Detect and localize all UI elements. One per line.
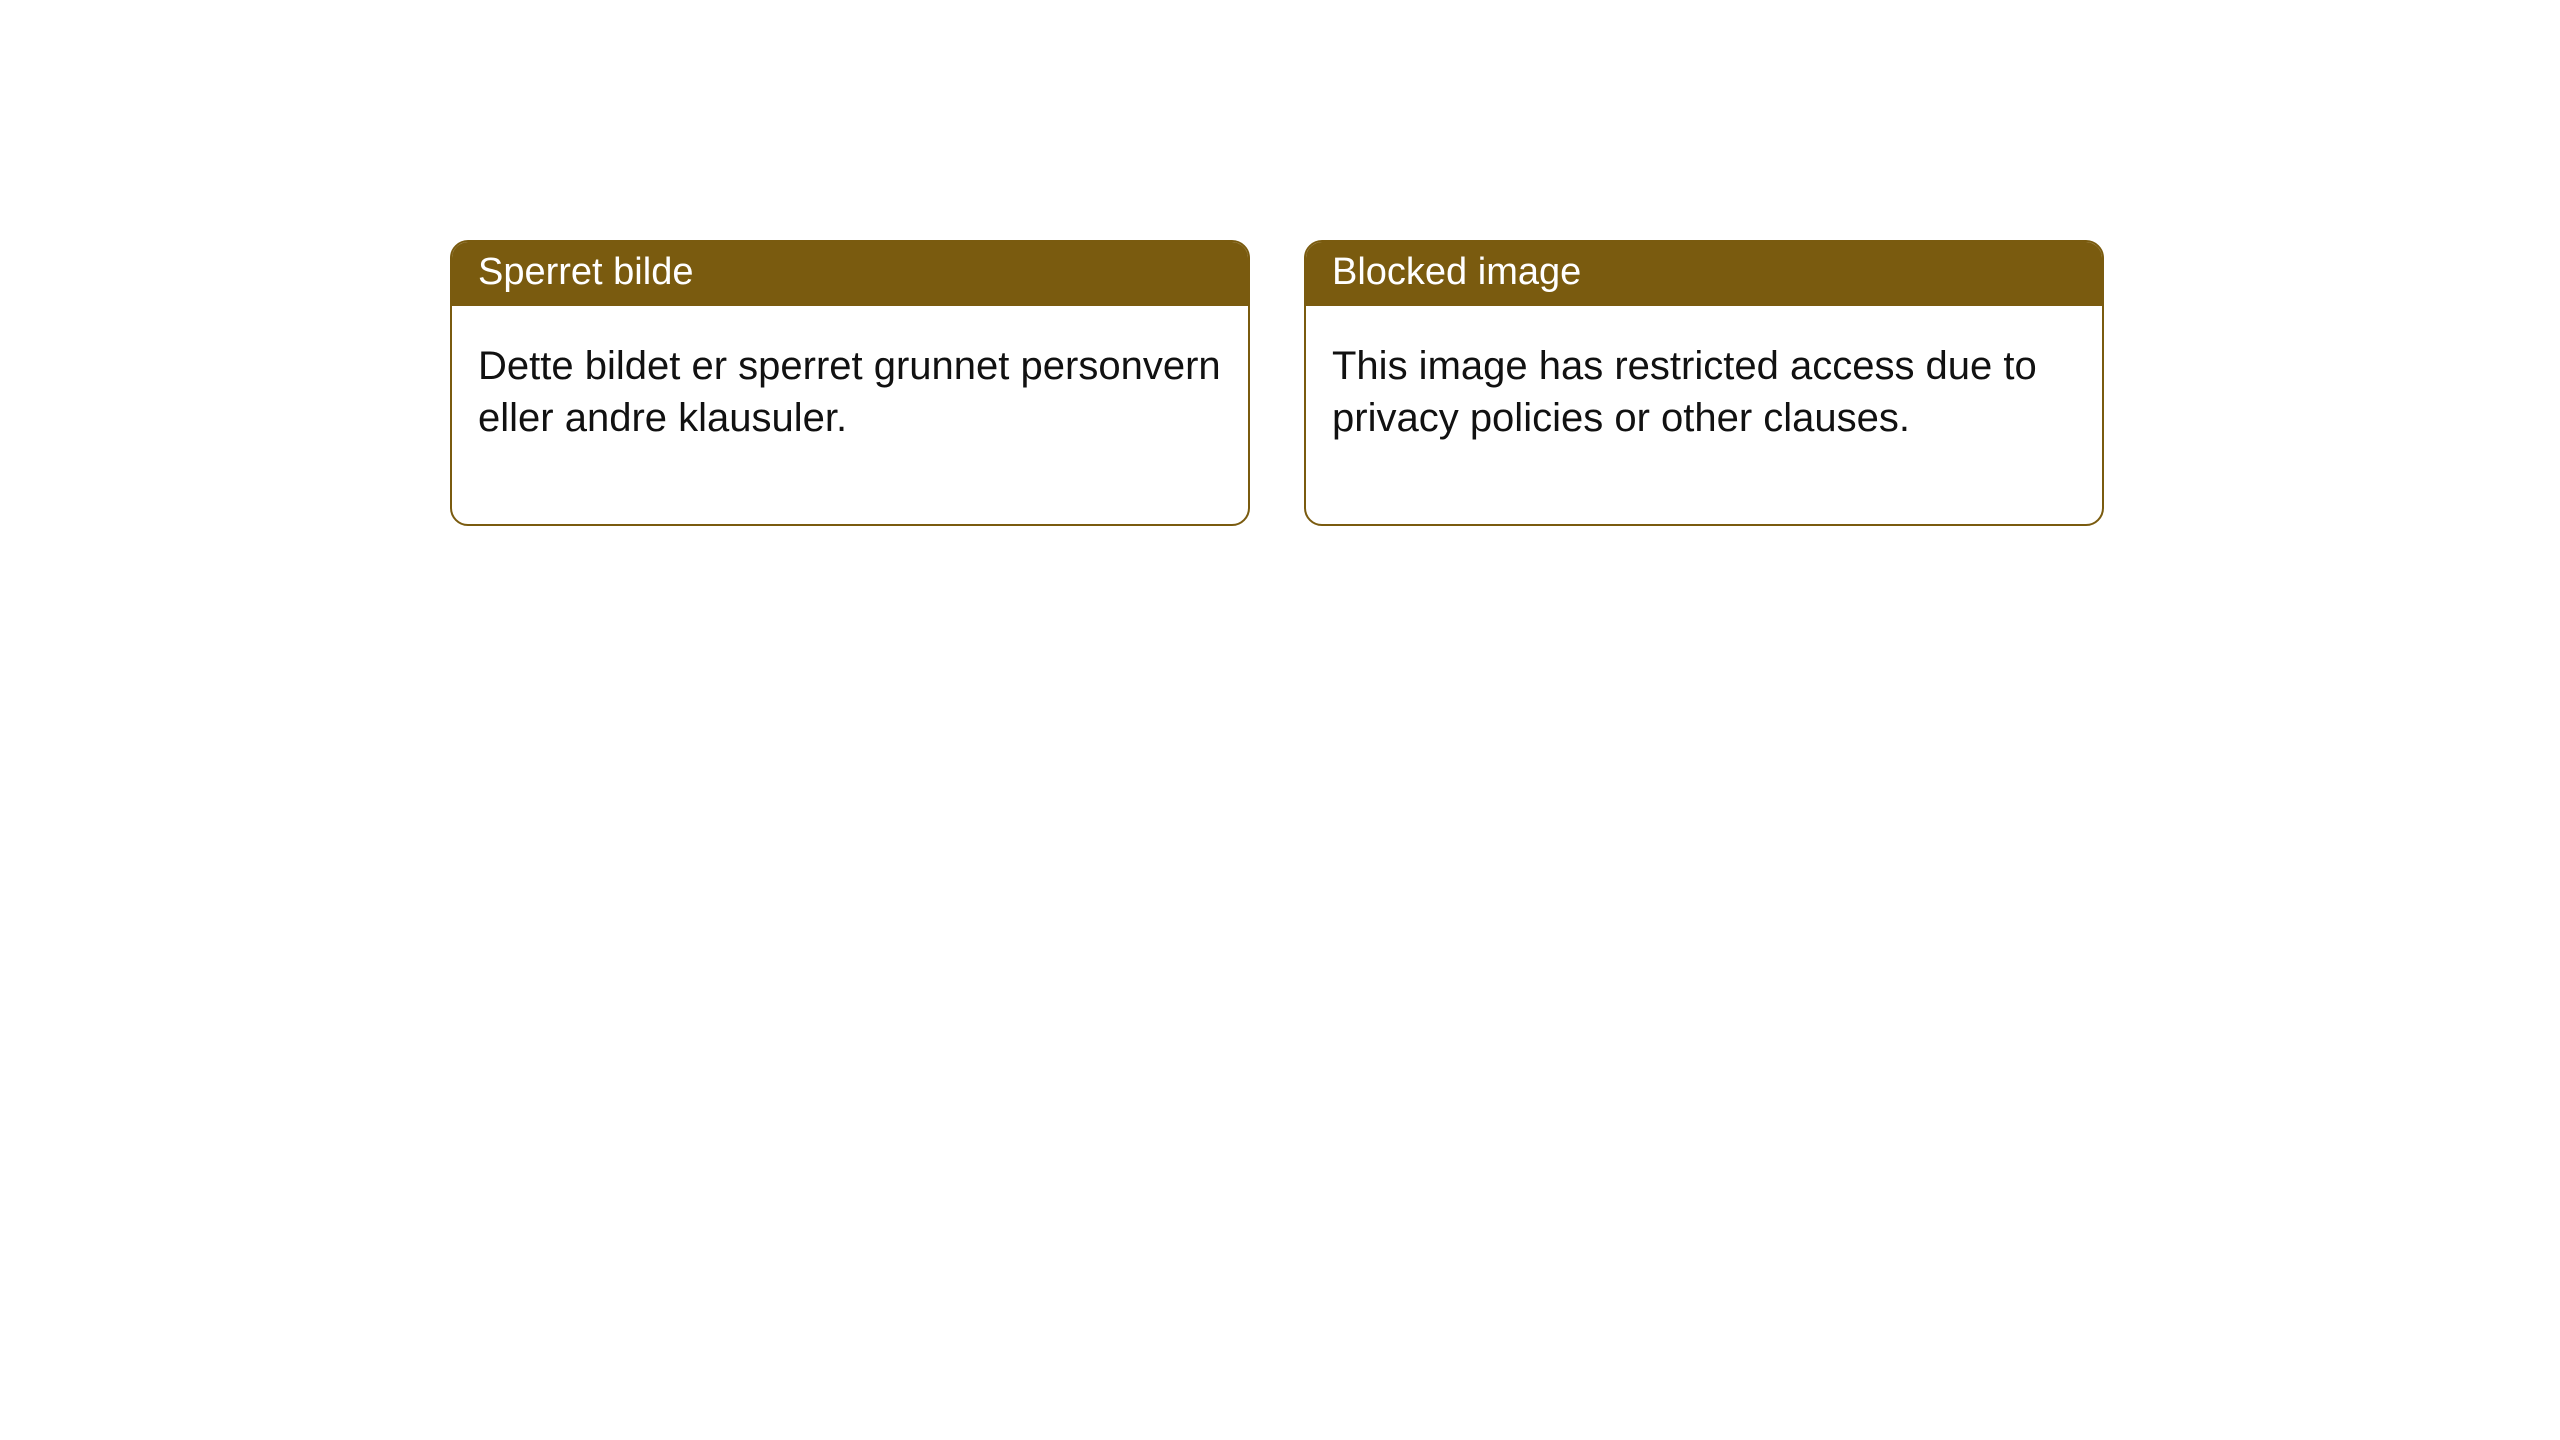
- card-body-en: This image has restricted access due to …: [1306, 306, 2102, 524]
- card-body-text-en: This image has restricted access due to …: [1332, 344, 2037, 440]
- blocked-image-card-en: Blocked image This image has restricted …: [1304, 240, 2104, 526]
- card-body-no: Dette bildet er sperret grunnet personve…: [452, 306, 1248, 524]
- card-header-en: Blocked image: [1306, 242, 2102, 306]
- cards-container: Sperret bilde Dette bildet er sperret gr…: [450, 240, 2104, 526]
- blocked-image-card-no: Sperret bilde Dette bildet er sperret gr…: [450, 240, 1250, 526]
- card-body-text-no: Dette bildet er sperret grunnet personve…: [478, 344, 1221, 440]
- card-title-en: Blocked image: [1332, 251, 1581, 293]
- card-header-no: Sperret bilde: [452, 242, 1248, 306]
- card-title-no: Sperret bilde: [478, 251, 693, 293]
